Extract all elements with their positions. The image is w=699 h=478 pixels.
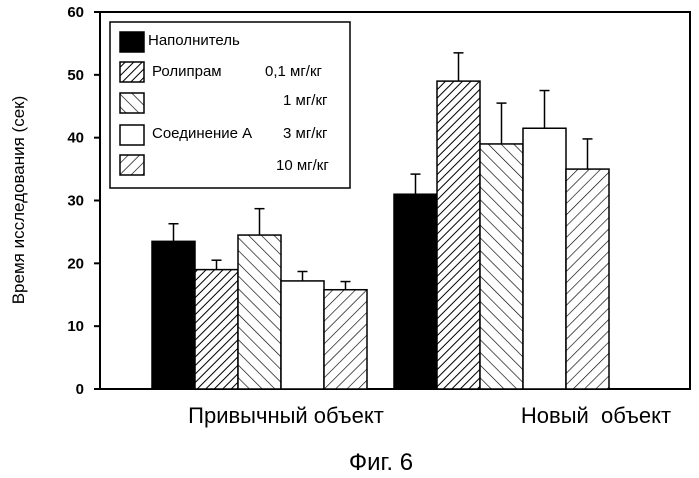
y-tick-label: 40 — [67, 130, 84, 147]
y-tick-label: 0 — [76, 381, 84, 398]
bar — [281, 281, 324, 389]
legend: Наполнитель Ролипрам 0,1 мг/кг 1 мг/кг С… — [110, 22, 350, 188]
legend-label-rolipram: Ролипрам — [152, 63, 222, 80]
y-tick-label: 50 — [67, 67, 84, 84]
bar — [437, 81, 480, 389]
bar — [480, 144, 523, 389]
legend-swatch — [120, 93, 144, 113]
legend-dose-0-1: 0,1 мг/кг — [265, 63, 323, 80]
legend-label-compound-a: Соединение А — [152, 125, 252, 142]
bar — [324, 290, 367, 389]
y-tick-label: 30 — [67, 193, 84, 210]
legend-swatch — [120, 32, 144, 52]
figure-caption: Фиг. 6 — [349, 449, 413, 476]
y-tick-label: 10 — [67, 318, 84, 335]
category-label-familiar: Привычный объект — [188, 403, 384, 428]
legend-dose-1: 1 мг/кг — [283, 92, 328, 109]
legend-swatch — [120, 125, 144, 145]
category-label-novel: Новый объект — [521, 403, 671, 428]
y-tick-label: 60 — [67, 4, 84, 21]
legend-swatch — [120, 155, 144, 175]
y-tick-label: 20 — [67, 255, 84, 272]
bar — [152, 241, 195, 389]
bar — [523, 128, 566, 389]
legend-dose-3: 3 мг/кг — [283, 125, 328, 142]
legend-swatch — [120, 62, 144, 82]
legend-dose-10: 10 мг/кг — [276, 157, 329, 174]
bar — [195, 270, 238, 389]
y-axis: 0 10 20 30 40 50 60 — [67, 4, 100, 398]
legend-label-vehicle: Наполнитель — [148, 32, 240, 49]
bar — [238, 235, 281, 389]
bar — [566, 169, 609, 389]
y-axis-label: Время исследования (сек) — [9, 96, 28, 305]
bar — [394, 194, 437, 389]
